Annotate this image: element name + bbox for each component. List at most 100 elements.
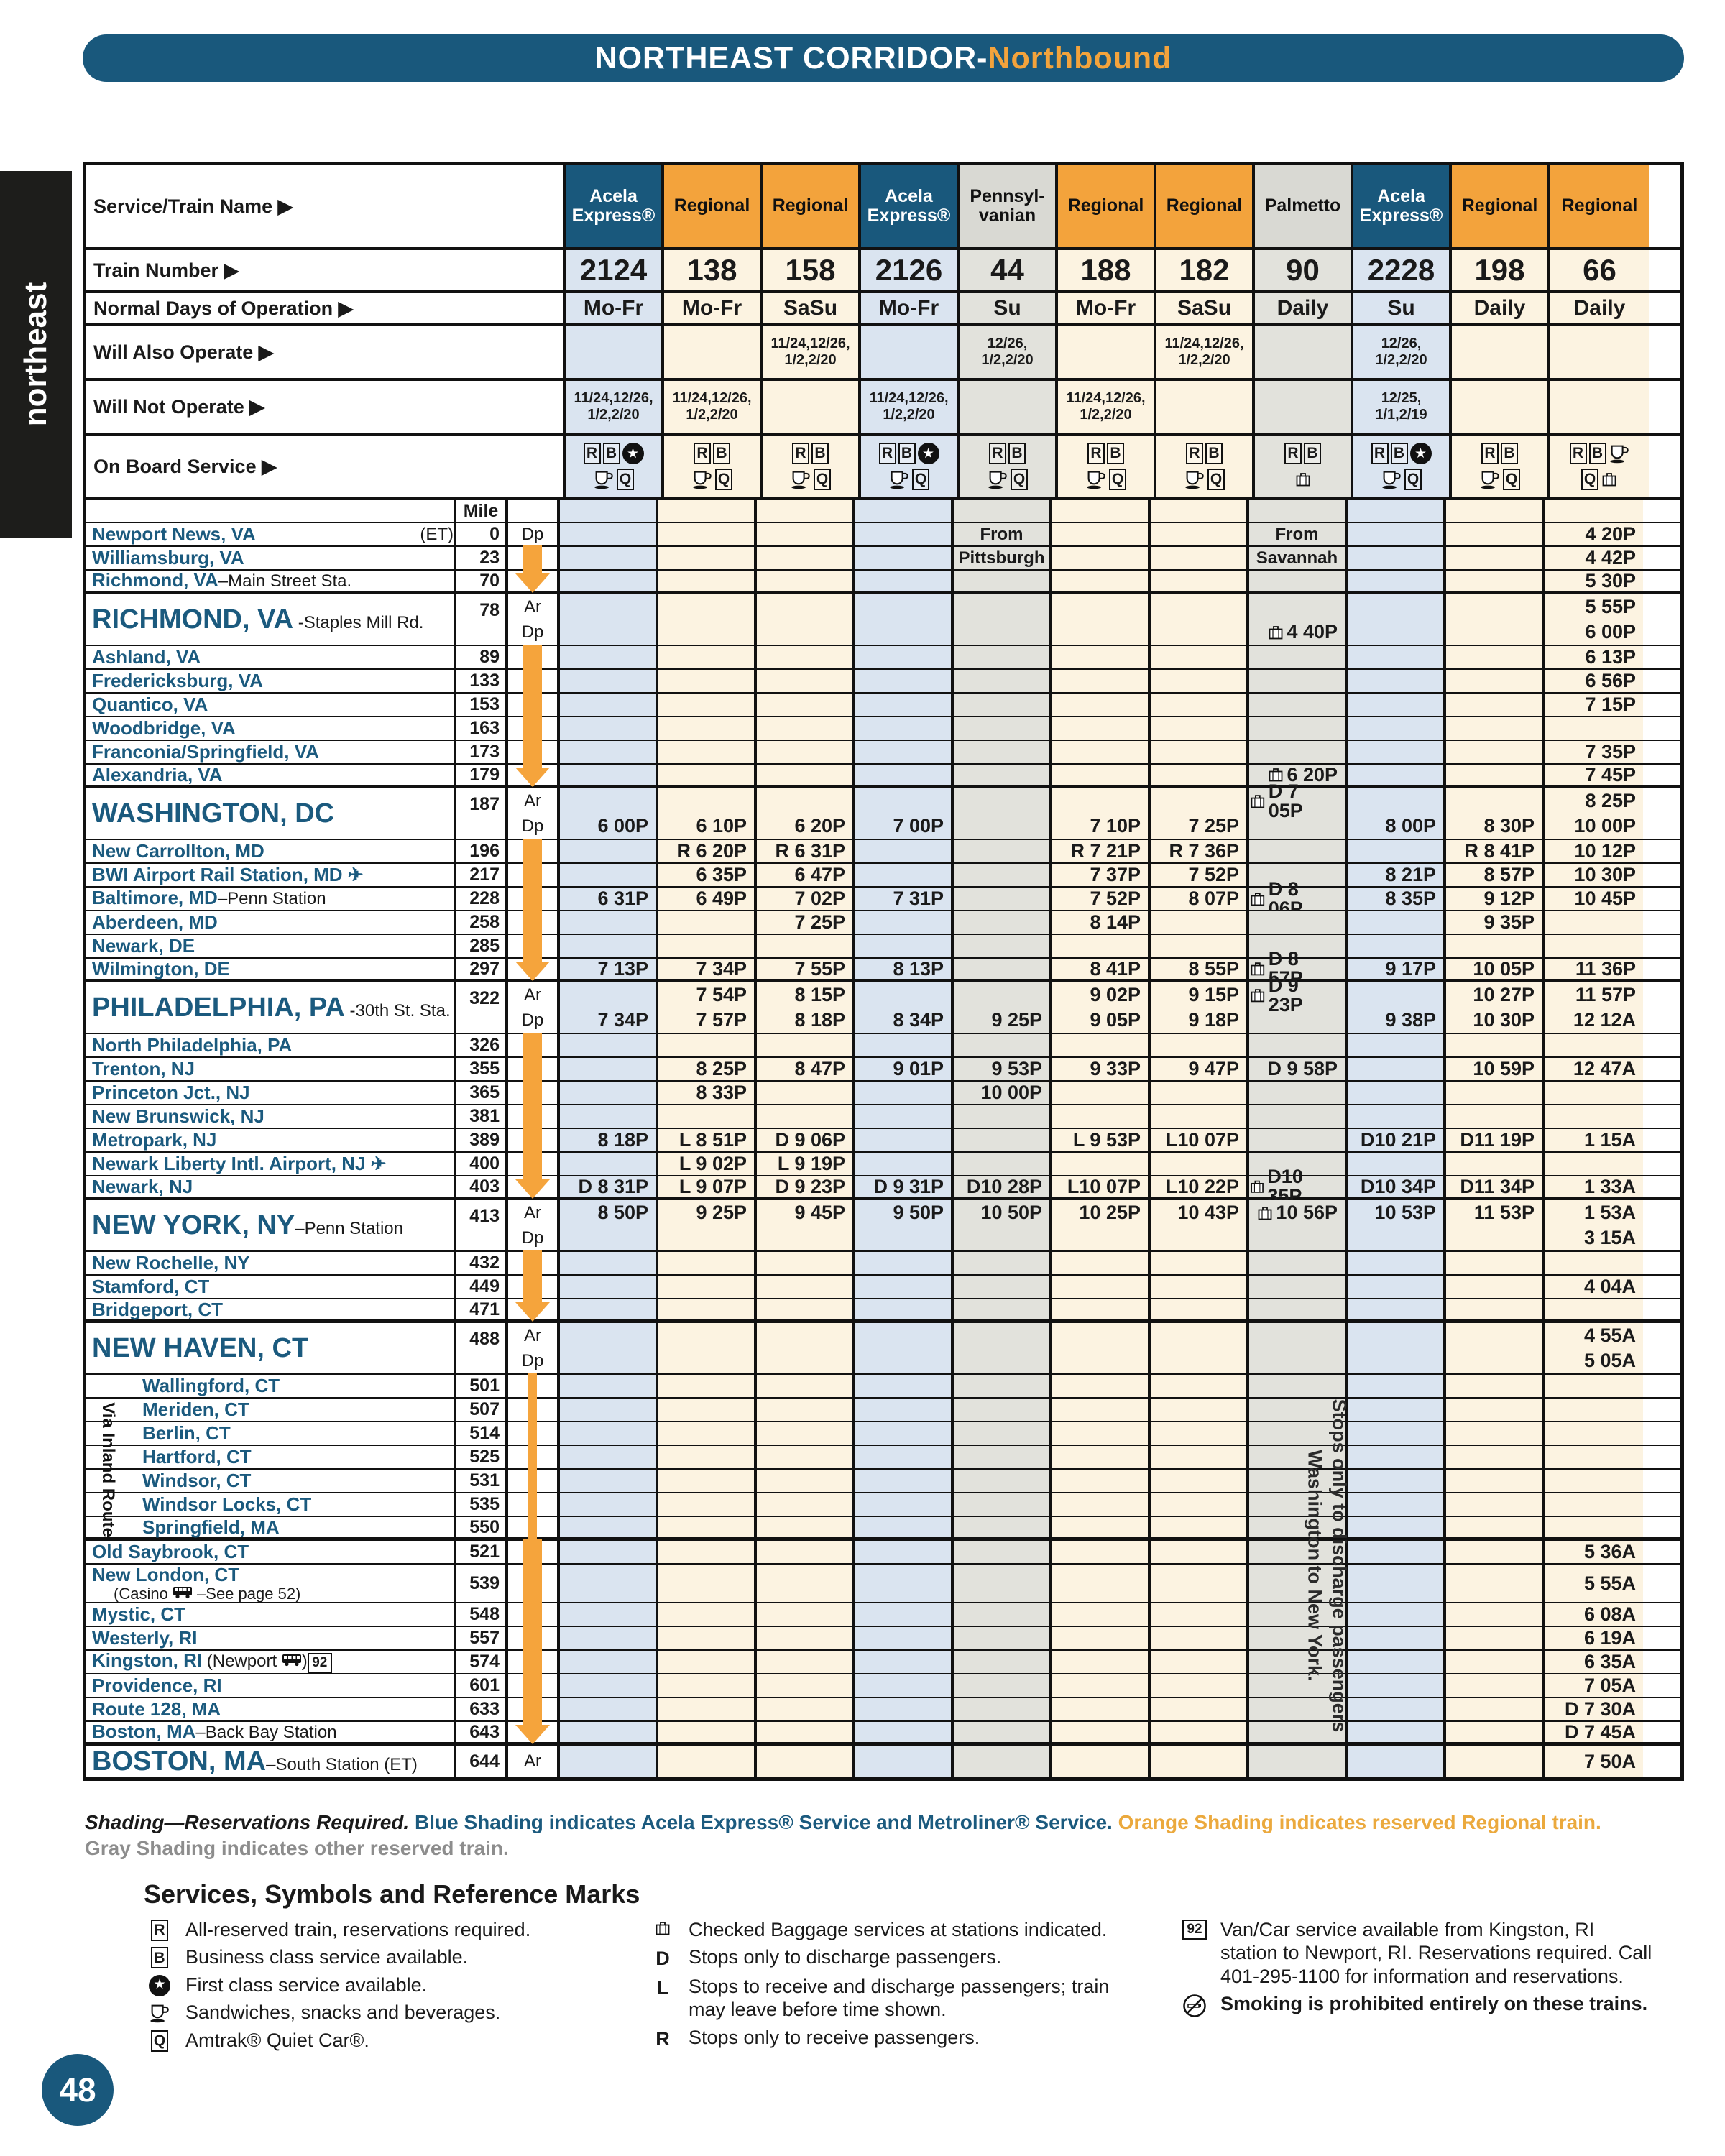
- time-value: 8 35P: [1385, 888, 1436, 909]
- time-value: 7 52P: [1090, 888, 1141, 909]
- time-cell: [658, 694, 757, 716]
- station-name: New Brunswick, NJ: [92, 1105, 264, 1127]
- ar-dp-label: Dp: [521, 622, 544, 642]
- time-cell: [1249, 1517, 1348, 1537]
- station-name-cell: Newark Liberty Intl. Airport, NJ ✈: [86, 1153, 456, 1175]
- shading-note-orange: Orange Shading indicates reserved Region…: [1118, 1811, 1601, 1833]
- arrive-depart-cell: [508, 911, 560, 934]
- time-cell: [1151, 1517, 1249, 1537]
- station-name-cell: RICHMOND, VA -Staples Mill Rd.: [86, 594, 456, 645]
- station-name-cell: Route 128, MA: [86, 1698, 456, 1720]
- time-cell: 5 36A: [1545, 1541, 1643, 1563]
- onboard-service-cell: R B ★ Q: [1353, 436, 1452, 497]
- ar-dp-label: Dp: [521, 1227, 544, 1248]
- page-title-banner: NORTHEAST CORRIDOR- Northbound: [83, 34, 1684, 82]
- baggage-icon: [1251, 892, 1265, 906]
- station-row: Route 128, MA 633 D 7 30A: [86, 1698, 1680, 1722]
- time-value: 7 34P: [597, 1009, 648, 1031]
- ar-dp-label: Ar: [524, 596, 541, 617]
- station-name-cell: Kingston, RI (Newport ) 92: [86, 1651, 456, 1673]
- time-cell: 10 43P: [1151, 1200, 1249, 1250]
- time-cell: [855, 1276, 954, 1298]
- will-also-operate-cell: 11/24,12/26, 1/2,2/20: [763, 326, 861, 378]
- business-class-icon: B: [1205, 443, 1223, 464]
- cup-icon: [1087, 471, 1105, 489]
- time-cell: [757, 1698, 855, 1720]
- first-class-icon: ★: [149, 1974, 170, 1996]
- legend-item-icon: [1179, 1992, 1210, 2018]
- time-cell: [855, 523, 954, 545]
- time-cell: 8 57P: [1446, 864, 1545, 886]
- time-value: D10 28P: [966, 1175, 1042, 1197]
- time-cell: 9 53P: [954, 1058, 1052, 1080]
- time-cell: 5 55P 6 00P: [1545, 594, 1643, 645]
- days-of-operation-cell: Daily: [1255, 293, 1353, 323]
- quiet-car-icon: Q: [151, 2030, 168, 2052]
- time-cell: [560, 1252, 658, 1274]
- station-row: RICHMOND, VA -Staples Mill Rd. 78 Ar Dp 4 4…: [86, 594, 1680, 646]
- time-cell: [658, 1722, 757, 1742]
- time-cell: [1446, 1323, 1545, 1373]
- time-value: 7 50A: [1583, 1750, 1636, 1772]
- time-value: 9 17P: [1385, 957, 1436, 980]
- station-name-cell: Berlin, CT: [86, 1422, 456, 1445]
- time-cell: [1052, 1651, 1151, 1673]
- mile-cell: 539: [456, 1565, 508, 1602]
- arrive-depart-cell: [508, 1627, 560, 1649]
- time-cell: [560, 1446, 658, 1468]
- service-name-cell: Regional: [664, 165, 763, 247]
- mile-cell: 297: [456, 959, 508, 979]
- reserved-icon: R: [1284, 443, 1302, 464]
- header-row-label: On Board Service ▶: [86, 436, 566, 497]
- station-row: Wilmington, DE 297 7 13P 7 34P 7 55P 8 13P 8 4…: [86, 949, 1680, 988]
- arrive-depart-cell: [508, 1129, 560, 1151]
- time-cell: [560, 1323, 658, 1373]
- station-row: Meriden, CT 507: [86, 1399, 1680, 1422]
- time-value: 6 20P: [1249, 765, 1345, 785]
- time-value: 9 12P: [1484, 888, 1535, 909]
- legend-item: Checked Baggage services at stations ind…: [647, 1918, 1136, 1941]
- time-cell: [1348, 694, 1446, 716]
- time-value: L 9 02P: [678, 1153, 747, 1174]
- reserved-icon: R: [151, 1920, 168, 1941]
- time-cell: [1249, 1034, 1348, 1056]
- arrive-depart-cell: Ar Dp: [508, 982, 560, 1033]
- legend-item: R All-reserved train, reservations requir…: [144, 1918, 604, 1941]
- arrive-depart-cell: [508, 717, 560, 740]
- time-cell: [658, 1651, 757, 1673]
- station-name-cell: Mystic, CT: [86, 1603, 456, 1626]
- arrive-depart-cell: [508, 1422, 560, 1445]
- legend-item-text: First class service available.: [185, 1973, 428, 1996]
- time-cell: 10 00P: [954, 1082, 1052, 1104]
- time-cell: [1052, 1323, 1151, 1373]
- time-cell: [1446, 1399, 1545, 1421]
- time-cell: 7 35P: [1545, 741, 1643, 763]
- station-name: Hartford, CT: [142, 1446, 252, 1468]
- time-cell: [1348, 1746, 1446, 1777]
- time-cell: [560, 1276, 658, 1298]
- time-cell: 7 31P: [855, 888, 954, 910]
- time-cell: [658, 1603, 757, 1626]
- time-value: 7 55P: [794, 957, 845, 980]
- train-number-cell: 188: [1058, 250, 1156, 290]
- time-cell: [658, 1276, 757, 1298]
- time-value: 9 45P: [794, 1202, 845, 1223]
- time-cell: 11 53P: [1446, 1200, 1545, 1250]
- station-name-cell: Providence, RI: [86, 1674, 456, 1697]
- time-cell: [658, 1422, 757, 1445]
- station-name-cell: Hartford, CT: [86, 1446, 456, 1468]
- time-cell: [1446, 1082, 1545, 1104]
- station-row: Newport News, VA (ET) 0 Dp From From 4 20P: [86, 523, 1680, 547]
- time-value: 8 15P: [794, 984, 845, 1005]
- time-cell: [1446, 1541, 1545, 1563]
- time-cell: [1446, 670, 1545, 692]
- mile-cell: 326: [456, 1034, 508, 1056]
- time-cell: 4 04A: [1545, 1276, 1643, 1298]
- station-suffix: -Staples Mill Rd.: [293, 613, 424, 632]
- time-cell: [1249, 1129, 1348, 1151]
- time-cell: [560, 1517, 658, 1537]
- will-not-operate-cell: [1452, 381, 1550, 433]
- time-value: 4 55A: [1583, 1325, 1636, 1346]
- time-cell: [1348, 1603, 1446, 1626]
